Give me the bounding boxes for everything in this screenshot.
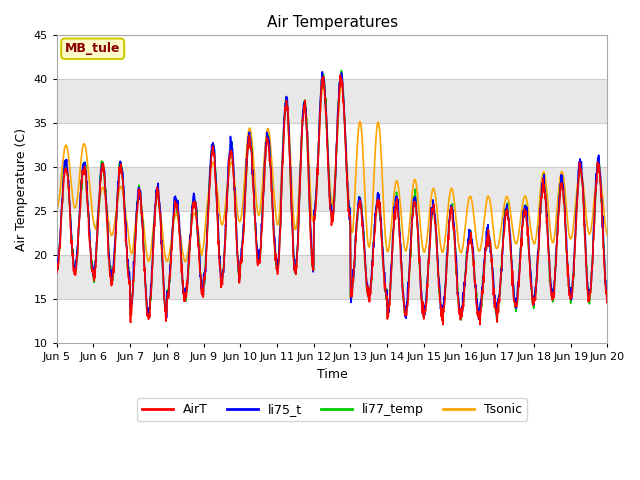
Title: Air Temperatures: Air Temperatures — [266, 15, 397, 30]
Bar — [57, 79, 607, 123]
Legend: AirT, li75_t, li77_temp, Tsonic: AirT, li75_t, li77_temp, Tsonic — [137, 398, 527, 421]
Bar — [57, 167, 607, 211]
X-axis label: Time: Time — [317, 368, 348, 381]
Text: MB_tule: MB_tule — [65, 42, 120, 55]
Y-axis label: Air Temperature (C): Air Temperature (C) — [15, 128, 28, 251]
Bar — [57, 255, 607, 299]
